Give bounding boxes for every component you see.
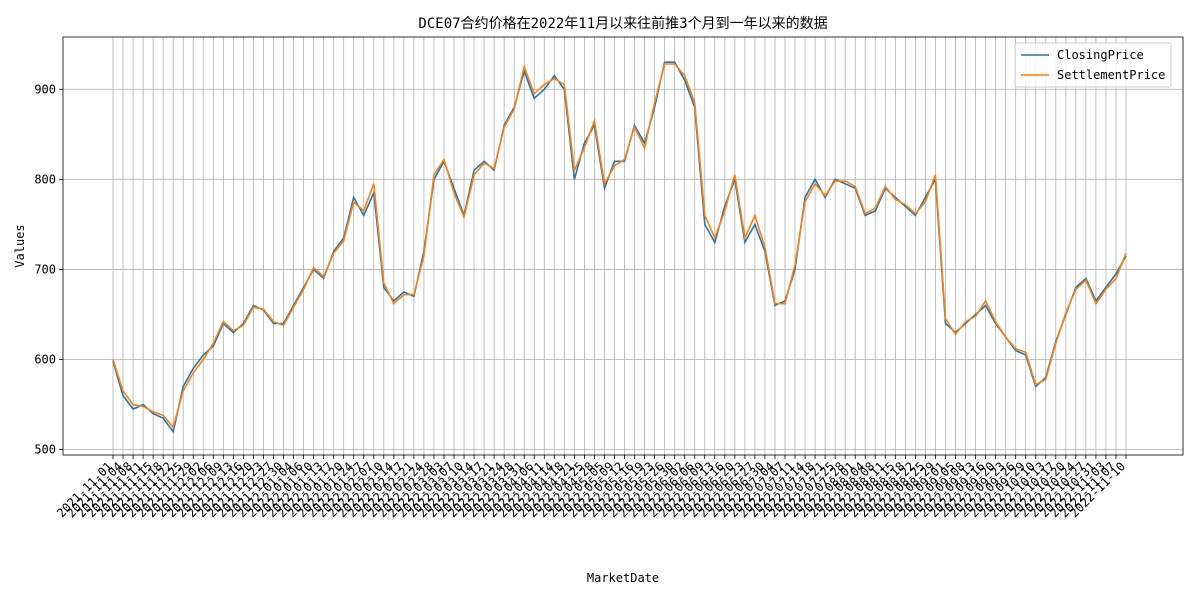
- plot-frame: [62, 36, 1184, 456]
- series-line: [112, 63, 1127, 429]
- y-tick-label: 500: [34, 443, 56, 457]
- x-axis-label: MarketDate: [587, 571, 659, 585]
- legend-box: [1014, 42, 1172, 88]
- y-axis-label: Values: [13, 224, 27, 267]
- y-tick-label: 900: [34, 82, 56, 96]
- legend-label: SettlementPrice: [1057, 68, 1165, 82]
- legend: ClosingPrice SettlementPrice: [1014, 42, 1172, 88]
- chart-title: DCE07合约价格在2022年11月以来往前推3个月到一年以来的数据: [418, 15, 827, 32]
- y-tick-label: 800: [34, 172, 56, 186]
- y-tick-label: 600: [34, 353, 56, 367]
- legend-label: ClosingPrice: [1057, 48, 1144, 62]
- y-tick-label: 700: [34, 262, 56, 276]
